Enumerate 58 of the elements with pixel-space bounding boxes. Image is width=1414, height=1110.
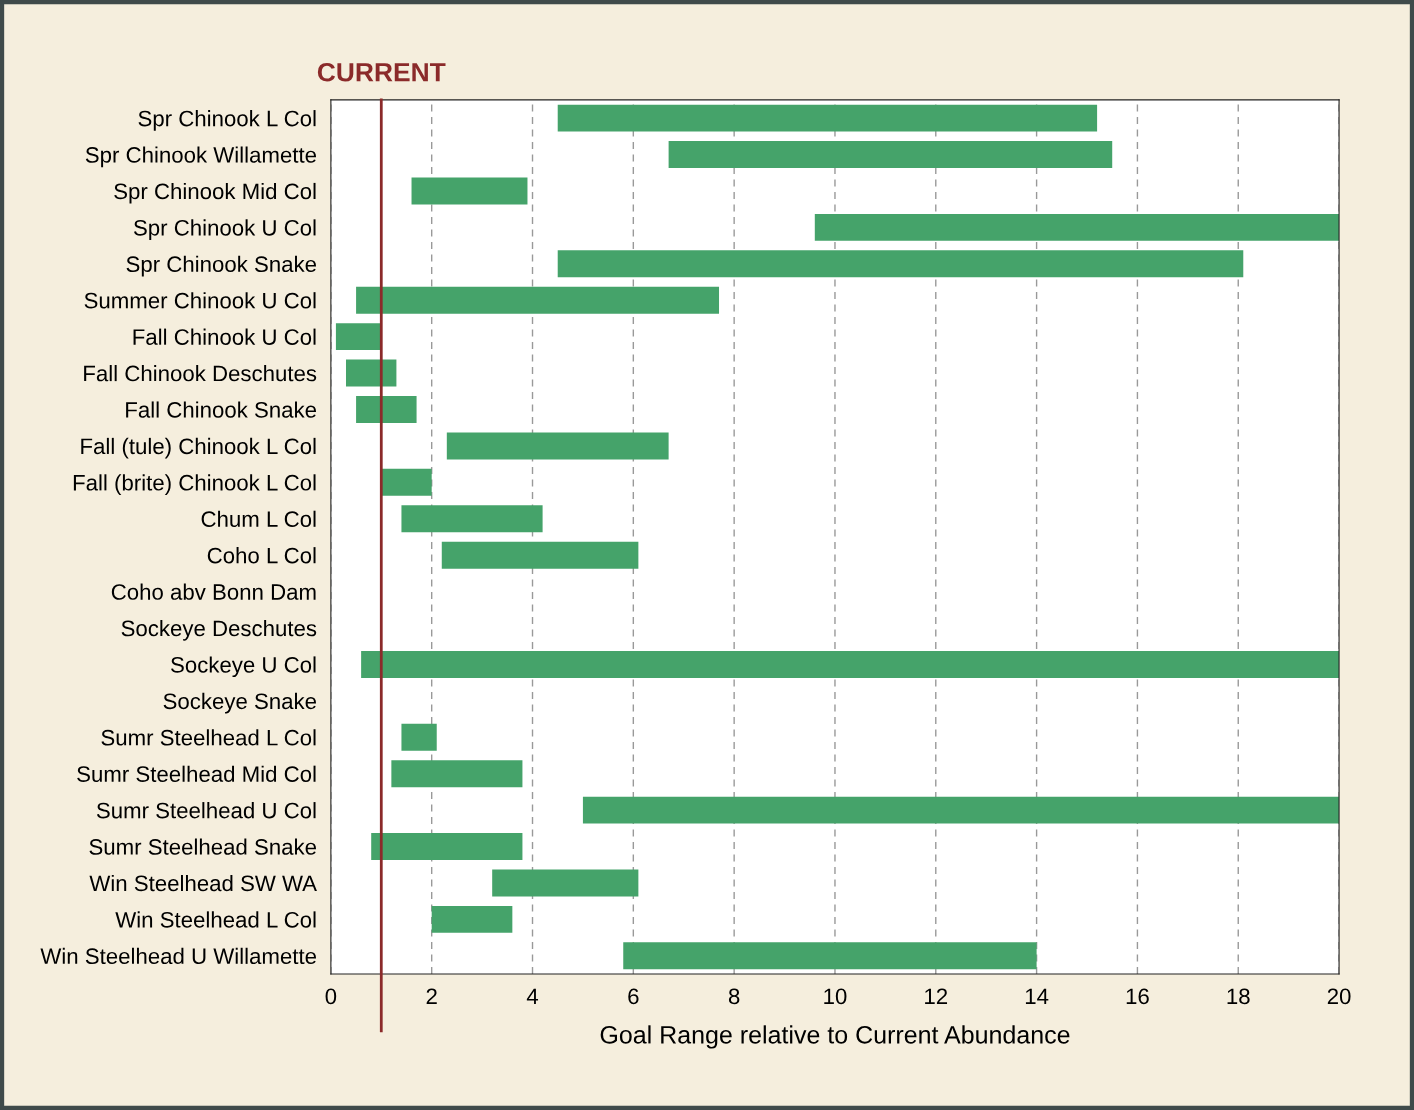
y-tick-label: Sumr Steelhead Mid Col	[77, 765, 316, 782]
bar	[401, 723, 437, 751]
bar	[446, 432, 669, 460]
x-tick-label: 18	[1227, 988, 1250, 1005]
bar	[356, 396, 417, 423]
bar	[335, 323, 382, 351]
x-tick-label: 2	[426, 988, 437, 1005]
bar	[668, 141, 1113, 169]
y-tick-label: Fall (tule) Chinook L Col	[81, 437, 316, 459]
bar	[381, 468, 432, 496]
bar	[557, 104, 1098, 132]
y-tick-label: Win Steelhead L Col	[115, 911, 316, 928]
bar	[346, 359, 397, 387]
x-tick-label: 14	[1025, 988, 1049, 1005]
y-tick-label: Sockeye Deschutes	[121, 619, 317, 641]
y-tick-label: Fall Chinook U Col	[133, 328, 316, 345]
y-tick-label: Fall Chinook Deschutes	[84, 365, 317, 382]
y-tick-label: Spr Chinook Willamette	[85, 146, 317, 168]
x-tick-label: 16	[1126, 988, 1149, 1005]
y-tick-label: Coho abv Bonn Dam	[111, 583, 316, 600]
x-tick-label: 10	[824, 988, 847, 1005]
y-tick-label: Summer Chinook U Col	[84, 292, 316, 309]
y-tick-label: Spr Chinook L Col	[138, 110, 316, 131]
bar	[492, 869, 639, 897]
x-tick-label: 8	[728, 988, 740, 1005]
bar	[356, 286, 720, 314]
y-tick-label: Fall Chinook Snake	[126, 401, 317, 418]
x-tick-label: 4	[526, 988, 539, 1005]
y-tick-label: Win Steelhead U Willamette	[40, 947, 317, 965]
bar	[431, 905, 513, 933]
x-axis-title: Goal Range relative to Current Abundance	[600, 1025, 1070, 1049]
bar	[371, 833, 523, 861]
bar	[411, 177, 528, 205]
y-tick-label: Spr Chinook U Col	[133, 219, 316, 241]
y-tick-label: Sumr Steelhead Snake	[89, 838, 317, 855]
y-tick-label: Chum L Col	[201, 510, 316, 528]
y-tick-label: Fall (brite) Chinook L Col	[73, 474, 316, 495]
bar	[441, 541, 639, 569]
y-tick-label: Coho L Col	[207, 547, 316, 564]
y-tick-label: Sumr Steelhead L Col	[101, 729, 316, 746]
bar	[361, 650, 1340, 678]
y-tick-label: Sumr Steelhead U Col	[96, 802, 316, 819]
ref-line-label: CURRENT	[317, 62, 446, 82]
x-tick-label: 0	[325, 988, 337, 1005]
bar	[623, 942, 1037, 970]
y-tick-label: Spr Chinook Mid Col	[114, 182, 316, 204]
bar	[391, 760, 523, 788]
y-tick-label: Spr Chinook Snake	[126, 255, 317, 277]
bar	[814, 213, 1340, 241]
bar	[401, 505, 543, 533]
y-tick-label: Sockeye Snake	[163, 692, 317, 714]
bar	[557, 250, 1244, 278]
bar	[582, 796, 1340, 824]
y-tick-label: Win Steelhead SW WA	[89, 874, 317, 892]
y-tick-label: Sockeye U Col	[171, 656, 316, 678]
x-tick-label: 12	[925, 988, 948, 1005]
x-tick-label: 6	[628, 988, 639, 1005]
x-tick-label: 20	[1327, 988, 1351, 1005]
